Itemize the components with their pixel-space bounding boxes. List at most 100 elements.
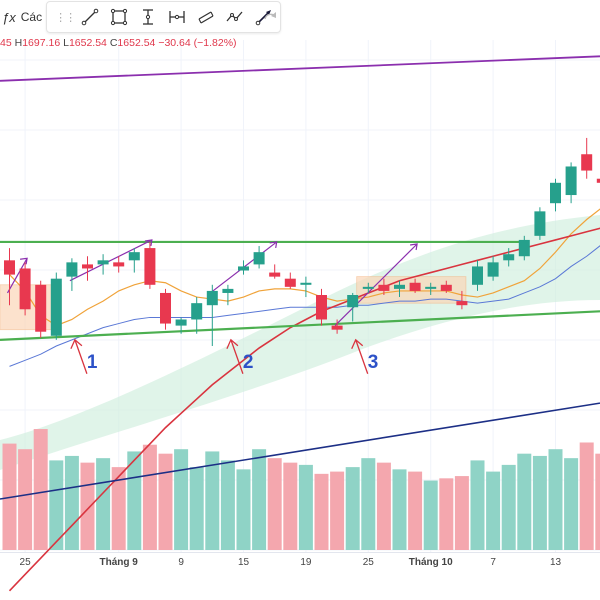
candle-body bbox=[144, 248, 156, 285]
volume-bar bbox=[454, 476, 469, 550]
candle-body bbox=[440, 284, 452, 291]
candle-body bbox=[503, 254, 515, 261]
candle-body bbox=[269, 272, 281, 277]
ichimoku-cloud bbox=[0, 215, 600, 470]
volume-bar bbox=[80, 462, 95, 550]
volume-bar bbox=[33, 429, 48, 550]
candle-body bbox=[300, 282, 312, 285]
candle-body bbox=[347, 295, 359, 308]
candle-body bbox=[487, 262, 499, 277]
volume-bar bbox=[142, 444, 157, 550]
candle-body bbox=[472, 266, 483, 285]
volume-bar bbox=[189, 467, 204, 550]
change-value: −30.64 (−1.82%) bbox=[158, 37, 237, 49]
annotation-label-1: 1 bbox=[86, 351, 98, 373]
trend-line-icon[interactable] bbox=[75, 3, 104, 31]
candle-body bbox=[191, 303, 203, 320]
candle-body bbox=[425, 286, 437, 289]
low-value: 1652.54 bbox=[68, 37, 107, 49]
redo-icon[interactable] bbox=[262, 8, 278, 24]
path-icon[interactable] bbox=[220, 3, 249, 31]
volume-bar bbox=[96, 458, 111, 550]
candle-body bbox=[175, 319, 187, 326]
time-axis-label: Tháng 10 bbox=[408, 557, 453, 568]
volume-bar bbox=[158, 453, 173, 550]
volume-bar bbox=[392, 469, 407, 550]
volume-bar bbox=[532, 455, 547, 550]
volume-bar bbox=[361, 458, 376, 550]
candlesticks bbox=[4, 137, 600, 346]
time-axis-label: 25 bbox=[19, 557, 31, 568]
time-axis-label: 9 bbox=[178, 557, 184, 568]
close-value: 1652.54 bbox=[117, 37, 156, 49]
rectangle-icon[interactable] bbox=[104, 3, 133, 31]
channel-lines bbox=[0, 239, 600, 341]
tool-group: ⋮⋮ bbox=[46, 1, 282, 33]
volume-bar bbox=[283, 462, 298, 550]
annotation-arrow bbox=[355, 339, 369, 374]
volume-bar bbox=[236, 469, 251, 550]
cloud-area bbox=[0, 215, 600, 470]
candle-body bbox=[456, 301, 468, 306]
volume-bar bbox=[111, 467, 126, 550]
parallel-channel-icon[interactable] bbox=[191, 3, 220, 31]
ma-long-line bbox=[8, 227, 600, 592]
volume-bar bbox=[564, 458, 579, 550]
vertical-measure-icon[interactable] bbox=[133, 3, 162, 31]
candle-body bbox=[206, 290, 218, 306]
ma-mid-line bbox=[9, 245, 600, 367]
volume-bar bbox=[470, 460, 485, 550]
ohlc-legend: 45 H1697.16 L1652.54 C1652.54 −30.64 (−1… bbox=[0, 37, 237, 49]
candle-body bbox=[409, 282, 421, 291]
volume-bar bbox=[220, 460, 235, 550]
annotation-label-2: 2 bbox=[242, 351, 254, 373]
time-axis-label: 15 bbox=[237, 557, 250, 568]
volume-bar bbox=[595, 453, 600, 550]
time-axis: 25 Tháng 9 9 15 19 25 Tháng 10 7 13 bbox=[0, 554, 600, 574]
candle-body bbox=[378, 284, 390, 291]
fx-icon[interactable]: ƒx bbox=[2, 9, 16, 25]
drag-handle-icon[interactable]: ⋮⋮ bbox=[55, 11, 76, 24]
ray-arrowhead bbox=[144, 239, 153, 247]
volume-bar bbox=[408, 471, 423, 550]
indicators-button[interactable]: Các bbox=[20, 10, 43, 24]
candle-body bbox=[50, 278, 62, 336]
candle-body bbox=[35, 284, 47, 332]
support-line bbox=[0, 310, 600, 341]
annotation-arrowhead bbox=[226, 338, 239, 350]
time-axis-label: 25 bbox=[362, 557, 374, 568]
time-axis-label: 19 bbox=[300, 557, 312, 568]
volume-bar bbox=[49, 460, 64, 550]
annotation-arrowhead bbox=[70, 338, 83, 350]
volume-bar bbox=[486, 471, 501, 550]
candle-body bbox=[97, 260, 109, 265]
candle-body bbox=[82, 264, 93, 269]
volume-bar bbox=[64, 455, 79, 550]
candle-body bbox=[4, 260, 15, 275]
high-value: 1697.16 bbox=[22, 37, 61, 49]
candle-body bbox=[222, 288, 234, 293]
volume-bar bbox=[298, 464, 313, 550]
candle-body bbox=[238, 266, 249, 271]
drawing-toolbar: ƒx Các ⋮⋮ bbox=[0, 0, 282, 34]
candle-body bbox=[362, 286, 374, 289]
candle-body bbox=[518, 239, 530, 257]
volume-bar bbox=[423, 480, 438, 550]
candle-body bbox=[565, 166, 577, 196]
volume-bar bbox=[376, 462, 391, 550]
horizontal-measure-icon[interactable] bbox=[162, 3, 191, 31]
candle-body bbox=[66, 262, 78, 277]
low-label: L bbox=[63, 37, 69, 49]
candle-body bbox=[550, 182, 561, 204]
ray-icon[interactable] bbox=[249, 3, 278, 31]
volume-bars bbox=[2, 429, 600, 550]
candle-body bbox=[596, 178, 600, 183]
volume-bar bbox=[579, 442, 594, 550]
annotation-arrows bbox=[70, 338, 369, 374]
candle-body bbox=[160, 292, 171, 324]
volume-bar bbox=[330, 471, 345, 550]
candle-body bbox=[316, 295, 327, 320]
volume-bar bbox=[127, 451, 142, 550]
purple-trend-line bbox=[0, 55, 600, 82]
